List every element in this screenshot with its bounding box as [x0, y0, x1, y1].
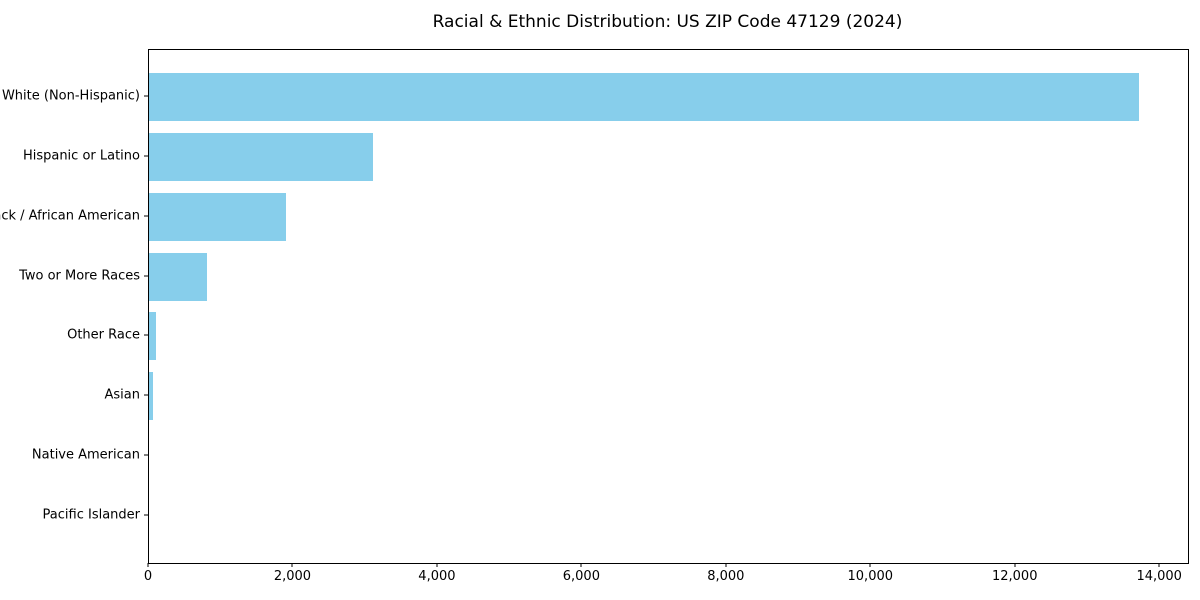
x-tick-label-6000: 6,000: [562, 569, 600, 584]
y-axis-label-pacific-islander: Pacific Islander: [42, 507, 140, 523]
y-tick-mark: [144, 394, 148, 396]
x-tick-label-10000: 10,000: [847, 569, 894, 584]
bar-asian: [149, 372, 154, 421]
bar-two-or-more-races: [149, 252, 207, 301]
x-tick-mark: [725, 563, 727, 567]
y-axis-labels: White (Non-Hispanic) Hispanic or Latino Bl…: [0, 0, 140, 600]
y-axis-label-black-african-american: Black / African American: [0, 208, 140, 224]
plot-area: [148, 49, 1189, 564]
x-tick-label-4000: 4,000: [418, 569, 456, 584]
y-tick-mark: [144, 514, 148, 516]
y-axis-label-white-non-hispanic: White (Non-Hispanic): [1, 88, 140, 104]
x-tick-label-8000: 8,000: [707, 569, 745, 584]
y-axis-label-other-race: Other Race: [67, 327, 140, 343]
x-tick-mark: [580, 563, 582, 567]
bar-black-african-american: [149, 192, 287, 241]
y-tick-mark: [144, 95, 148, 97]
x-tick-mark: [436, 563, 438, 567]
y-axis-label-native-american: Native American: [31, 447, 140, 463]
x-tick-label-2000: 2,000: [273, 569, 312, 584]
x-tick-mark: [147, 563, 149, 567]
bar-other-race: [149, 312, 157, 361]
x-tick-label-0: 0: [143, 569, 153, 584]
y-tick-mark: [144, 215, 148, 217]
bar-hispanic-or-latino: [149, 133, 373, 181]
x-tick-mark: [1158, 563, 1160, 567]
x-tick-label-14000: 14,000: [1136, 569, 1182, 584]
x-tick-mark: [869, 563, 871, 567]
y-tick-mark: [144, 155, 148, 157]
x-tick-mark: [1014, 563, 1016, 567]
y-tick-mark: [144, 334, 148, 336]
x-tick-label-12000: 12,000: [991, 569, 1038, 584]
y-axis-label-two-or-more-races: Two or More Races: [19, 268, 140, 284]
x-tick-mark: [291, 563, 293, 567]
bar-white-non-hispanic: [149, 73, 1139, 122]
y-tick-mark: [144, 454, 148, 456]
chart-title: Racial & Ethnic Distribution: US ZIP Cod…: [432, 12, 903, 32]
y-axis-label-hispanic-or-latino: Hispanic or Latino: [22, 148, 140, 164]
y-axis-label-asian: Asian: [104, 387, 140, 403]
y-tick-mark: [144, 275, 148, 277]
